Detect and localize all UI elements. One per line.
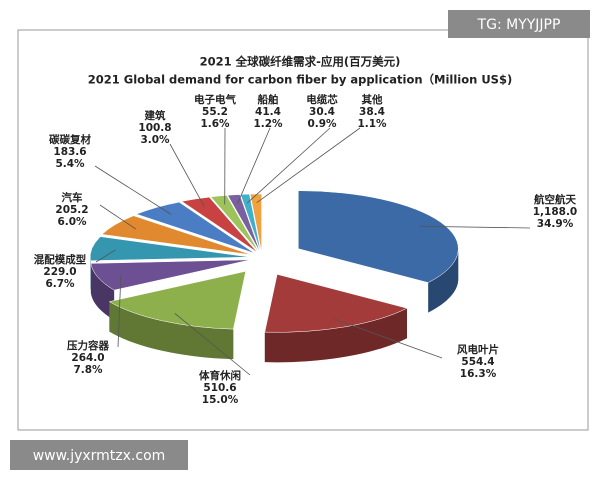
slice <box>210 195 260 253</box>
value-label: 183.6 <box>53 146 86 158</box>
value-label: 30.4 <box>309 106 335 118</box>
share-label: 3.0% <box>140 134 170 146</box>
slice-side <box>264 308 408 363</box>
leader-line <box>174 313 251 376</box>
slice-side <box>109 301 234 360</box>
slice <box>249 193 262 253</box>
share-label: 1.1% <box>357 118 387 130</box>
slice-side <box>428 248 459 313</box>
share-label: 6.0% <box>57 216 87 228</box>
slice <box>227 194 261 253</box>
leader-line <box>237 127 271 204</box>
watermark-box <box>10 440 188 470</box>
labels: 航空航天1,188.034.9%风电叶片554.416.3%体育休闲510.61… <box>34 93 578 406</box>
value-label: 1,188.0 <box>533 206 578 218</box>
category-label: 其他 <box>362 93 383 106</box>
slice <box>108 270 247 330</box>
value-label: 41.4 <box>255 106 281 118</box>
chart-title: 2021 全球碳纤维需求-应用(百万美元) <box>200 55 401 69</box>
category-label: 电缆芯 <box>306 93 338 106</box>
leader-line <box>169 143 205 208</box>
share-label: 5.4% <box>55 158 85 170</box>
leader-line <box>256 127 361 204</box>
category-label: 碳碳复材 <box>49 133 91 146</box>
watermark: TG: MYYJJPP <box>477 17 561 33</box>
share-label: 6.7% <box>45 278 75 290</box>
value-label: 100.8 <box>138 122 171 134</box>
value-label: 554.4 <box>461 356 494 368</box>
share-label: 16.3% <box>460 368 497 380</box>
value-label: 264.0 <box>71 352 104 364</box>
value-label: 55.2 <box>202 106 228 118</box>
slice <box>298 190 459 283</box>
share-label: 1.2% <box>253 118 283 130</box>
category-label: 船舶 <box>258 93 279 106</box>
category-label: 汽车 <box>62 191 83 204</box>
category-label: 电子电气 <box>194 93 236 106</box>
share-label: 34.9% <box>537 218 574 230</box>
chart-subtitle: 2021 Global demand for carbon fiber by a… <box>88 73 512 87</box>
share-label: 1.6% <box>200 118 230 130</box>
slice <box>264 274 408 333</box>
watermark: www.jyxrmtzx.com <box>33 448 166 464</box>
value-label: 38.4 <box>359 106 385 118</box>
slice <box>89 236 251 261</box>
category-label: 混配模成型 <box>34 253 87 266</box>
watermark-box <box>448 10 590 38</box>
share-label: 0.9% <box>307 118 337 130</box>
slice <box>90 259 251 291</box>
slice <box>240 193 262 253</box>
leader-line <box>247 127 331 204</box>
leader-line <box>419 225 531 229</box>
slice <box>135 201 255 254</box>
pie <box>89 190 459 363</box>
leader-line <box>117 274 122 348</box>
category-label: 体育休闲 <box>199 369 241 382</box>
category-label: 压力容器 <box>67 339 109 352</box>
slice <box>101 215 252 256</box>
value-label: 510.6 <box>203 382 236 394</box>
category-label: 建筑 <box>144 109 166 122</box>
slice-side <box>90 263 115 321</box>
share-label: 15.0% <box>202 394 239 406</box>
leader-line <box>95 249 116 263</box>
share-label: 7.8% <box>73 364 103 376</box>
leader-line <box>94 165 172 215</box>
leader-line <box>99 204 137 230</box>
value-label: 205.2 <box>55 204 88 216</box>
slice <box>181 196 258 253</box>
value-label: 229.0 <box>43 266 76 278</box>
category-label: 航空航天 <box>534 193 576 206</box>
category-label: 风电叶片 <box>457 343 499 356</box>
leader-line <box>334 318 443 359</box>
